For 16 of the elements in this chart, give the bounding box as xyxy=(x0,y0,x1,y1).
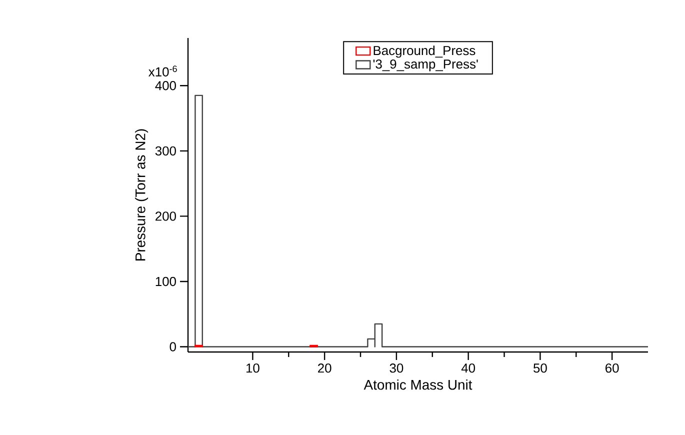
x-axis-title: Atomic Mass Unit xyxy=(364,380,472,390)
legend-label: '3_9_samp_Press' xyxy=(373,59,478,72)
y-tick-label: 200 xyxy=(156,212,176,221)
legend-label: Bacground_Press xyxy=(374,46,476,58)
text: x10$^{-6}$ xyxy=(148,66,177,76)
y-tick-label: 400 xyxy=(155,81,176,90)
x-tick-label: 10 xyxy=(246,364,260,373)
x-tick-label: 50 xyxy=(534,364,547,373)
y-tick-label: 0 xyxy=(170,342,176,352)
x-tick-label: 30 xyxy=(390,364,404,373)
x-tick-label: 60 xyxy=(606,364,619,373)
y-axis-title: Pressure (Torr as N2) xyxy=(135,129,148,260)
y-tick-label: 300 xyxy=(155,146,176,156)
x-tick-label: 40 xyxy=(461,364,476,373)
x-tick-label: 20 xyxy=(318,364,332,373)
y-tick-label: 100 xyxy=(156,276,176,286)
